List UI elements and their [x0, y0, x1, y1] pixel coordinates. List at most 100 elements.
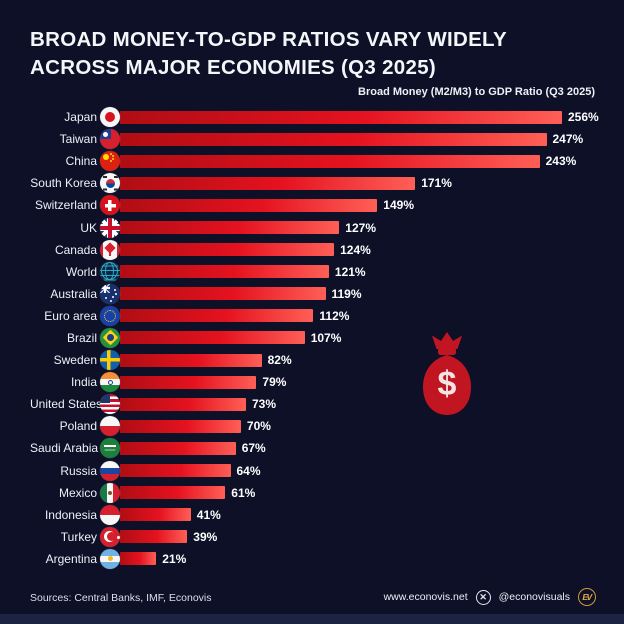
value-bar: [120, 552, 157, 566]
value-bar: [120, 397, 246, 411]
title-line-1: BROAD MONEY-TO-GDP RATIOS VARY WIDELY: [30, 28, 507, 51]
chart-row: China 243%: [30, 150, 624, 172]
value-label: 247%: [552, 132, 584, 147]
title-line-2: ACROSS MAJOR ECONOMIES (Q3 2025): [30, 56, 437, 79]
country-label: Brazil: [66, 330, 97, 345]
chart-row: UK 127%: [30, 216, 624, 238]
country-label: United States: [30, 397, 103, 412]
country-label: China: [65, 154, 97, 169]
value-bar: [120, 419, 241, 433]
country-label: Saudi Arabia: [30, 441, 99, 456]
value-label: 171%: [421, 176, 452, 191]
chart-row: Canada 124%: [30, 239, 624, 261]
flag-saudi-arabia-icon: [100, 438, 120, 459]
value-label: 70%: [246, 419, 271, 434]
flag-china-icon: [100, 151, 120, 172]
country-label: India: [70, 375, 97, 390]
value-label: 41%: [196, 507, 221, 522]
value-label: 256%: [568, 110, 599, 125]
value-label: 243%: [545, 154, 577, 169]
flag-switzerland-icon: [100, 195, 120, 216]
flag-mexico-icon: [100, 482, 120, 503]
value-bar: [120, 110, 562, 124]
chart-row: Russia 64%: [30, 460, 624, 482]
flag-indonesia-icon: [100, 504, 120, 525]
value-label: 39%: [193, 529, 218, 544]
value-label: 121%: [334, 264, 366, 279]
chart-row: World 121%: [30, 261, 624, 283]
footer-links: www.econovis.net ✕ @econovisuals EV: [384, 588, 596, 606]
value-bar: [120, 530, 188, 544]
svg-text:$: $: [438, 365, 457, 403]
value-label: 64%: [236, 463, 261, 478]
value-label: 124%: [340, 242, 371, 257]
flag-poland-icon: [100, 416, 120, 437]
value-bar: [120, 464, 231, 478]
chart-row: Euro area 112%: [30, 305, 624, 327]
country-label: Mexico: [58, 485, 97, 500]
country-label: World: [65, 264, 97, 279]
value-label: 79%: [262, 375, 287, 390]
sources-note: Sources: Central Banks, IMF, Econovis: [30, 592, 212, 604]
chart-row: Sweden 82%: [30, 349, 624, 371]
value-bar: [120, 176, 416, 190]
flag-canada-icon: [100, 239, 120, 260]
value-bar: [120, 221, 340, 235]
value-label: 61%: [231, 485, 256, 500]
flag-euro-area-icon: [100, 305, 120, 326]
chart-row: India 79%: [30, 371, 624, 393]
value-bar: [120, 353, 262, 367]
country-label: Turkey: [60, 529, 97, 544]
flag-taiwan-icon: [100, 129, 120, 150]
country-label: South Korea: [30, 176, 97, 191]
country-label: Canada: [54, 242, 97, 257]
value-label: 127%: [345, 220, 376, 235]
country-label: UK: [80, 220, 97, 235]
value-bar: [120, 331, 305, 345]
bar-chart: Japan 256% Taiwan 247% China 243% South Korea 1…: [30, 106, 624, 570]
page-title: BROAD MONEY-TO-GDP RATIOS VARY WIDELY AC…: [30, 26, 510, 82]
country-label: Taiwan: [59, 132, 97, 147]
country-label: Australia: [50, 286, 97, 301]
social-handle-link[interactable]: @econovisuals: [498, 591, 570, 603]
chart-row: Brazil 107%: [30, 327, 624, 349]
chart-row: Turkey 39%: [30, 526, 624, 548]
value-bar: [120, 287, 326, 301]
chart-row: Poland 70%: [30, 415, 624, 437]
flag-russia-icon: [100, 460, 120, 481]
flag-united-states-icon: [100, 394, 120, 415]
website-link[interactable]: www.econovis.net: [383, 591, 468, 603]
value-label: 82%: [267, 353, 292, 368]
chart-row: Australia 119%: [30, 283, 624, 305]
value-bar: [120, 243, 335, 257]
chart-row: Switzerland 149%: [30, 194, 624, 216]
flag-turkey-icon: [100, 526, 120, 547]
flag-argentina-icon: [100, 548, 120, 569]
value-bar: [120, 265, 329, 279]
bottom-accent-strip: [0, 614, 624, 624]
value-bar: [120, 198, 378, 212]
country-label: Indonesia: [44, 507, 97, 522]
value-bar: [120, 375, 257, 389]
flag-india-icon: [100, 372, 120, 393]
flag-brazil-icon: [100, 327, 120, 348]
chart-row: Indonesia 41%: [30, 504, 624, 526]
value-label: 73%: [252, 397, 277, 412]
value-bar: [120, 441, 236, 455]
x-logo-icon[interactable]: ✕: [475, 589, 491, 605]
country-label: Russia: [60, 463, 97, 478]
money-bag-icon: $: [423, 332, 471, 415]
chart-row: Taiwan 247%: [30, 128, 624, 150]
value-label: 119%: [331, 286, 362, 301]
chart-row: Saudi Arabia 67%: [30, 437, 624, 459]
chart-row: Argentina 21%: [30, 548, 624, 570]
value-label: 107%: [310, 330, 342, 345]
value-label: 149%: [383, 198, 414, 213]
flag-uk-icon: [100, 217, 120, 238]
country-label: Argentina: [45, 551, 97, 566]
value-label: 21%: [162, 551, 187, 566]
econovis-logo: EV: [578, 588, 596, 606]
flag-japan-icon: [100, 107, 120, 128]
country-label: Sweden: [53, 353, 97, 368]
chart-row: Mexico 61%: [30, 482, 624, 504]
